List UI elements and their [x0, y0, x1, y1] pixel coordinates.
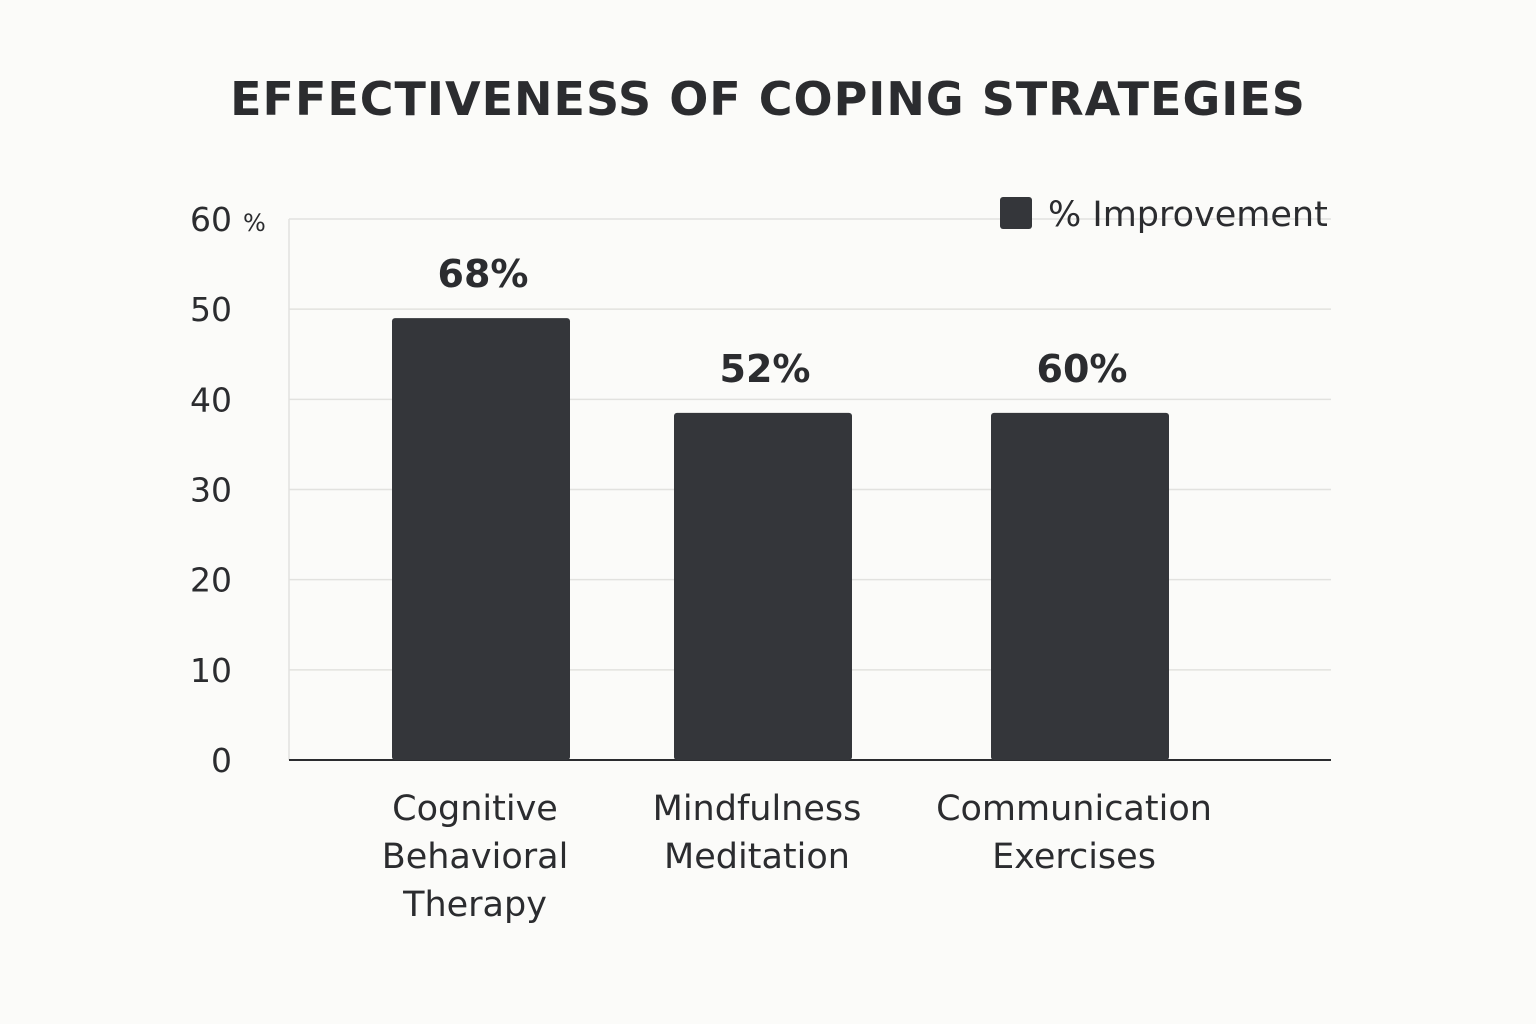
- bar: [392, 318, 570, 760]
- category-labels: Cognitive Behavioral Therapy Mindfulness Med…: [382, 789, 1212, 925]
- y-tick-label: 60: [190, 200, 232, 239]
- bar: [674, 412, 852, 760]
- x-category-label-line: Cognitive: [392, 789, 558, 829]
- y-tick-label: 50: [190, 290, 232, 329]
- y-tick-label: 10: [190, 651, 232, 690]
- x-category-label-line: Exercises: [992, 837, 1156, 877]
- bar: [991, 412, 1169, 760]
- x-category-label-line: Meditation: [664, 837, 850, 877]
- y-tick-label: 20: [190, 561, 232, 600]
- bar-data-label: 68%: [438, 252, 529, 296]
- x-category-label: Mindfulness Meditation: [653, 789, 862, 877]
- legend: % Improvement: [1000, 195, 1328, 235]
- x-category-label-line: Mindfulness: [653, 789, 862, 829]
- chart-title: EFFECTIVENESS OF COPING STRATEGIES: [230, 72, 1306, 126]
- axes: 0 10 20 30 40 50 60%: [190, 200, 1331, 780]
- x-category-label-line: Communication: [936, 789, 1212, 829]
- x-category-label-line: Behavioral: [382, 837, 569, 877]
- legend-label: % Improvement: [1048, 195, 1328, 235]
- bar-data-label: 60%: [1037, 347, 1128, 391]
- legend-swatch: [1000, 197, 1032, 229]
- y-tick-label: 30: [190, 471, 232, 510]
- y-tick-label: 40: [190, 380, 232, 419]
- y-axis-unit: %: [243, 209, 266, 237]
- bar-data-label: 52%: [720, 347, 811, 391]
- x-category-label: Communication Exercises: [936, 789, 1212, 877]
- bars: [392, 318, 1169, 760]
- y-tick-label: 0: [211, 741, 232, 780]
- x-category-label-line: Therapy: [402, 885, 547, 925]
- data-labels: 68% 52% 60%: [438, 252, 1128, 391]
- x-category-label: Cognitive Behavioral Therapy: [382, 789, 569, 925]
